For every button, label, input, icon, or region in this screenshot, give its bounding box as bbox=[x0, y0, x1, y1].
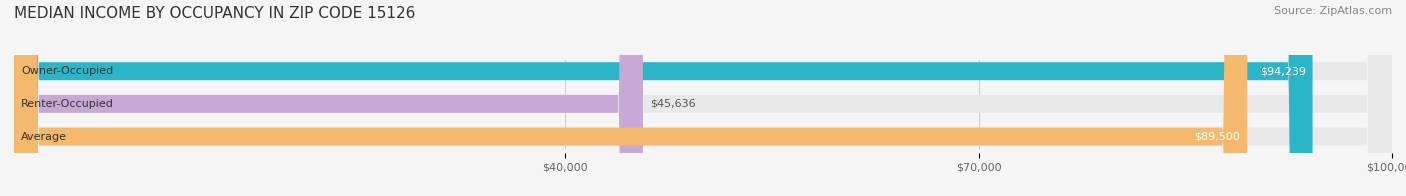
Text: Renter-Occupied: Renter-Occupied bbox=[21, 99, 114, 109]
FancyBboxPatch shape bbox=[14, 0, 1392, 196]
FancyBboxPatch shape bbox=[14, 0, 643, 196]
Text: $45,636: $45,636 bbox=[650, 99, 696, 109]
FancyBboxPatch shape bbox=[14, 0, 1247, 196]
FancyBboxPatch shape bbox=[14, 0, 1392, 196]
Text: Owner-Occupied: Owner-Occupied bbox=[21, 66, 114, 76]
Text: $89,500: $89,500 bbox=[1195, 132, 1240, 142]
Text: $94,239: $94,239 bbox=[1260, 66, 1306, 76]
Text: Source: ZipAtlas.com: Source: ZipAtlas.com bbox=[1274, 6, 1392, 16]
FancyBboxPatch shape bbox=[14, 0, 1392, 196]
Text: MEDIAN INCOME BY OCCUPANCY IN ZIP CODE 15126: MEDIAN INCOME BY OCCUPANCY IN ZIP CODE 1… bbox=[14, 6, 415, 21]
FancyBboxPatch shape bbox=[14, 0, 1313, 196]
Text: Average: Average bbox=[21, 132, 67, 142]
